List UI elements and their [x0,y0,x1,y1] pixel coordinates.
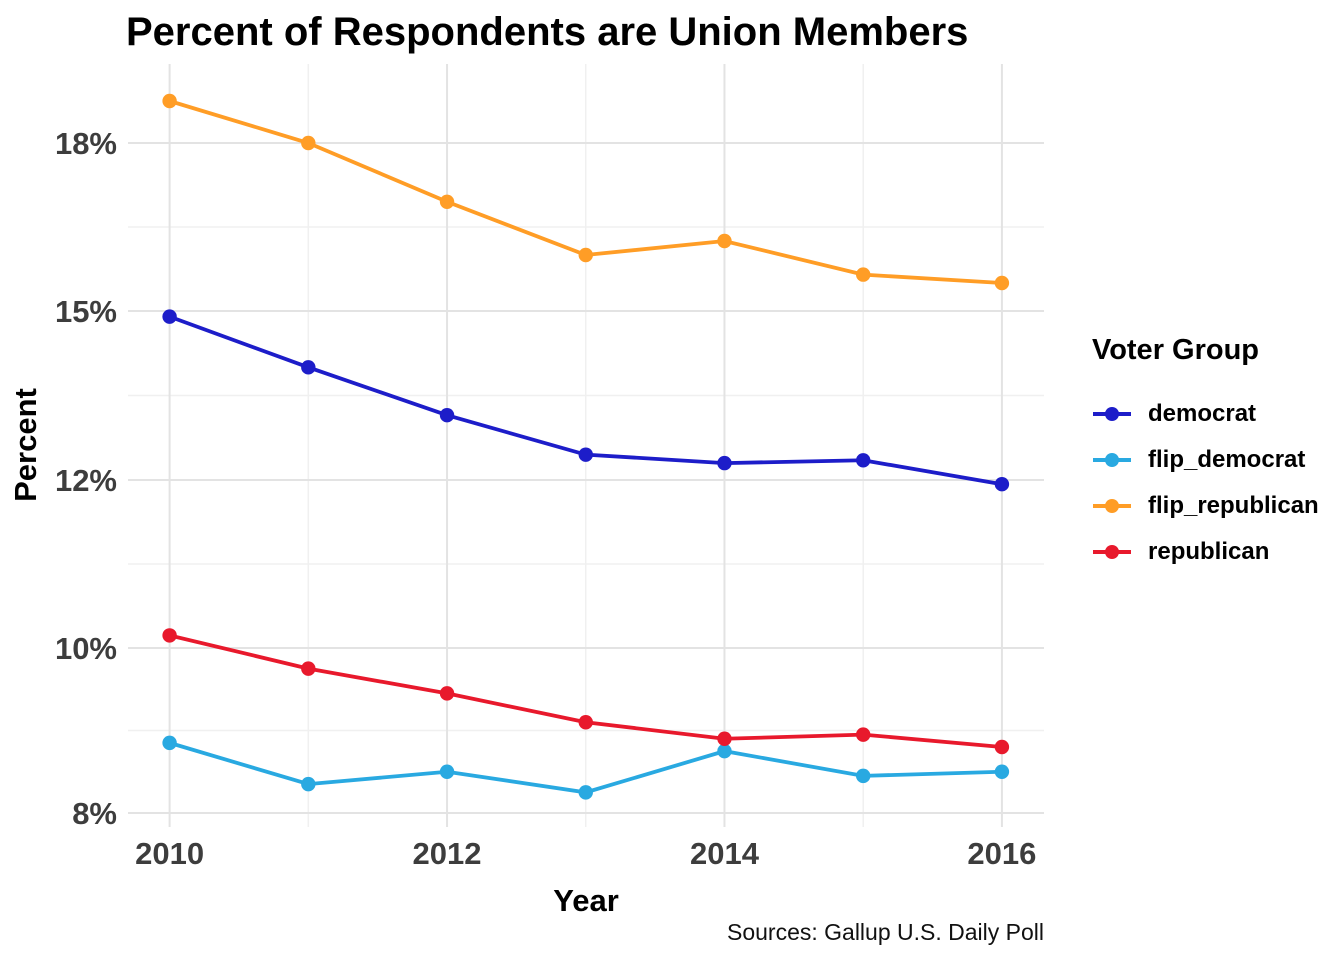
data-point-republican-2011 [301,661,316,676]
data-point-flip_democrat-2010 [162,735,177,751]
data-point-democrat-2010 [162,309,177,324]
data-point-republican-2013 [578,715,593,730]
data-point-republican-2014 [717,731,732,746]
data-point-flip_republican-2014 [717,233,732,249]
data-point-flip_republican-2013 [578,247,593,263]
y-tick-label: 18% [55,126,117,161]
y-tick-label: 8% [72,796,117,831]
data-point-flip_democrat-2016 [994,764,1010,779]
x-tick-label: 2014 [690,836,760,871]
data-point-flip_democrat-2015 [856,768,871,784]
legend-title: Voter Group [1092,334,1260,366]
source-caption: Sources: Gallup U.S. Daily Poll [726,919,1044,945]
x-axis-title: Year [553,883,619,918]
legend-key-republican-icon [1093,545,1131,559]
legend-item-label: democrat [1148,400,1257,427]
legend-key-flip_democrat-icon [1093,453,1131,467]
data-point-republican-2010 [162,628,177,643]
legend-item-label: flip_democrat [1148,446,1306,473]
legend-item-label: republican [1148,538,1270,565]
data-point-democrat-2016 [994,477,1010,492]
data-point-democrat-2011 [301,360,316,375]
data-point-flip_democrat-2011 [301,776,316,792]
legend: Voter Group democrat flip_democrat flip_re… [1092,334,1319,575]
chart-title: Percent of Respondents are Union Members [126,10,969,54]
data-point-democrat-2014 [717,455,732,471]
data-point-flip_republican-2010 [162,93,177,109]
data-point-flip_republican-2011 [301,135,316,151]
legend-item-flip_republican: flip_republican [1092,483,1319,529]
data-point-democrat-2012 [439,408,455,423]
data-point-flip_democrat-2013 [578,785,593,800]
legend-item-flip_democrat: flip_democrat [1092,437,1319,483]
data-point-flip_republican-2015 [856,267,871,282]
data-point-flip_democrat-2012 [439,764,455,779]
data-point-democrat-2015 [856,453,871,468]
y-tick-label: 15% [55,294,117,329]
legend-key-democrat-icon [1093,407,1131,421]
data-point-flip_democrat-2014 [717,743,732,759]
data-point-republican-2015 [856,727,871,742]
legend-item-democrat: democrat [1092,391,1319,437]
data-point-flip_republican-2016 [994,275,1010,291]
y-tick-label: 12% [55,463,117,498]
data-point-republican-2016 [994,739,1010,755]
x-tick-label: 2010 [135,836,204,871]
x-tick-label: 2012 [413,836,482,871]
data-point-republican-2012 [439,686,455,701]
y-tick-label: 10% [55,631,117,666]
data-point-flip_republican-2012 [439,194,455,209]
legend-item-label: flip_republican [1148,492,1319,519]
x-tick-label: 2016 [967,836,1036,871]
legend-item-republican: republican [1092,529,1319,575]
legend-key-flip_republican-icon [1093,499,1131,513]
data-point-democrat-2013 [578,447,593,462]
